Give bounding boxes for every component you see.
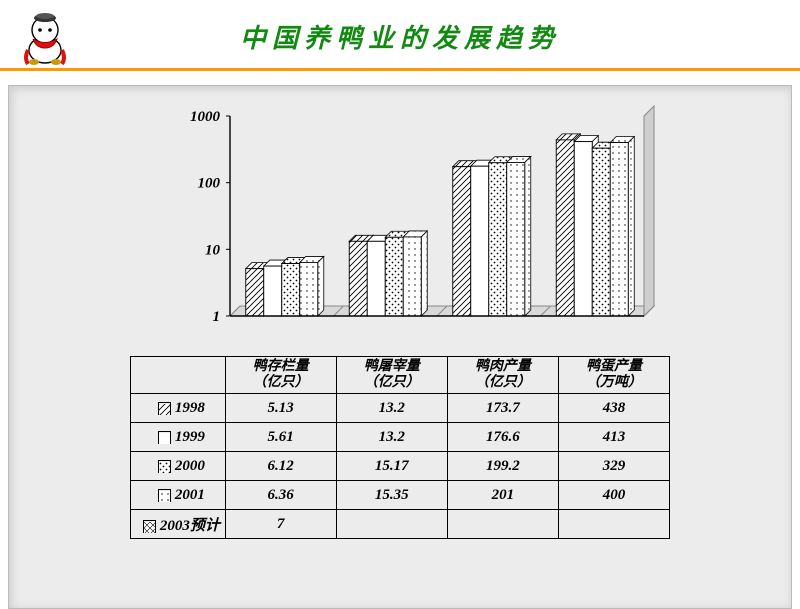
chart-zone: 1 10 100 1000 鸭存栏量（亿只）鸭屠宰量（亿只）鸭肉产量（亿只）鸭蛋产量（… <box>130 96 670 539</box>
legend-2000: 2000 <box>131 452 226 481</box>
svg-text:10: 10 <box>205 242 221 258</box>
column-header: 鸭存栏量（亿只） <box>225 357 336 394</box>
cell: 413 <box>558 423 669 452</box>
cell: 173.7 <box>447 394 558 423</box>
legend-1999: 1999 <box>131 423 226 452</box>
cell: 5.61 <box>225 423 336 452</box>
cell: 7 <box>225 510 336 539</box>
cell: 6.12 <box>225 452 336 481</box>
column-header: 鸭蛋产量（万吨） <box>558 357 669 394</box>
table-row: 19985.1313.2173.7438 <box>131 394 670 423</box>
svg-text:100: 100 <box>198 176 221 192</box>
cell: 400 <box>558 481 669 510</box>
cell: 329 <box>558 452 669 481</box>
header: 中国养鸭业的发展趋势 <box>0 0 800 71</box>
table-row: 20016.3615.35201400 <box>131 481 670 510</box>
cell: 5.13 <box>225 394 336 423</box>
table-row: 20006.1215.17199.2329 <box>131 452 670 481</box>
column-header: 鸭肉产量（亿只） <box>447 357 558 394</box>
column-header: 鸭屠宰量（亿只） <box>336 357 447 394</box>
data-table: 鸭存栏量（亿只）鸭屠宰量（亿只）鸭肉产量（亿只）鸭蛋产量（万吨）19985.13… <box>130 356 670 539</box>
cell: 13.2 <box>336 394 447 423</box>
cell: 199.2 <box>447 452 558 481</box>
cell: 6.36 <box>225 481 336 510</box>
cell: 15.35 <box>336 481 447 510</box>
svg-text:1000: 1000 <box>190 109 221 125</box>
page-title: 中国养鸭业的发展趋势 <box>0 0 800 55</box>
table-row: 2003预计7 <box>131 510 670 539</box>
cell <box>558 510 669 539</box>
table-row: 19995.6113.2176.6413 <box>131 423 670 452</box>
cell: 438 <box>558 394 669 423</box>
bar-chart: 1 10 100 1000 <box>130 96 670 356</box>
cell: 201 <box>447 481 558 510</box>
cell <box>336 510 447 539</box>
chart-panel: 1 10 100 1000 鸭存栏量（亿只）鸭屠宰量（亿只）鸭肉产量（亿只）鸭蛋产量（… <box>8 85 792 609</box>
cell: 15.17 <box>336 452 447 481</box>
cell: 176.6 <box>447 423 558 452</box>
cell: 13.2 <box>336 423 447 452</box>
legend-2003预计: 2003预计 <box>131 510 226 539</box>
svg-text:1: 1 <box>213 309 221 325</box>
legend-2001: 2001 <box>131 481 226 510</box>
cell <box>447 510 558 539</box>
legend-1998: 1998 <box>131 394 226 423</box>
mascot-icon <box>14 6 76 68</box>
